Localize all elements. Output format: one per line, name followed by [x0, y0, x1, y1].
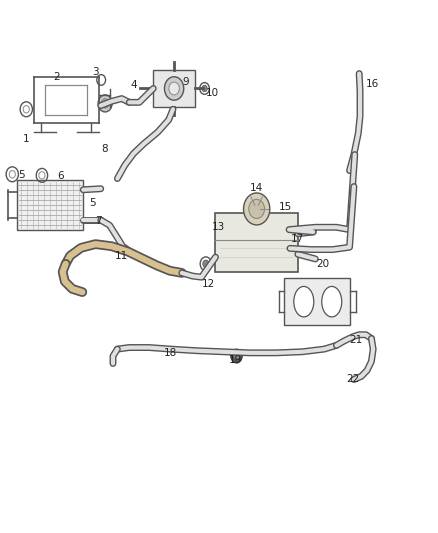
Text: 20: 20	[317, 259, 330, 269]
Text: 10: 10	[206, 88, 219, 98]
Polygon shape	[215, 213, 298, 272]
Text: 7: 7	[95, 216, 102, 226]
Text: 15: 15	[279, 202, 292, 212]
Ellipse shape	[322, 286, 342, 317]
Circle shape	[231, 349, 242, 363]
Text: 11: 11	[115, 251, 128, 261]
Polygon shape	[153, 70, 195, 107]
Ellipse shape	[294, 286, 314, 317]
Circle shape	[203, 260, 209, 268]
Text: 3: 3	[92, 67, 99, 77]
Circle shape	[164, 77, 184, 100]
Text: 9: 9	[183, 77, 190, 86]
Text: 14: 14	[250, 183, 263, 192]
Circle shape	[101, 99, 109, 108]
Polygon shape	[17, 180, 83, 230]
Text: 5: 5	[89, 198, 96, 207]
Text: 21: 21	[349, 335, 362, 344]
Text: 19: 19	[229, 355, 242, 365]
Text: 1: 1	[23, 134, 30, 143]
Text: 17: 17	[291, 235, 304, 244]
Text: 5: 5	[18, 170, 25, 180]
Circle shape	[244, 193, 270, 225]
Circle shape	[98, 95, 112, 112]
Circle shape	[169, 82, 180, 95]
Text: 6: 6	[57, 171, 64, 181]
Circle shape	[233, 352, 240, 360]
Circle shape	[202, 85, 207, 92]
Polygon shape	[284, 278, 350, 325]
Text: 22: 22	[346, 375, 360, 384]
Text: 8: 8	[101, 144, 108, 154]
Text: 12: 12	[202, 279, 215, 288]
Text: 2: 2	[53, 72, 60, 82]
Text: 4: 4	[130, 80, 137, 90]
Text: 18: 18	[163, 348, 177, 358]
Circle shape	[249, 199, 265, 219]
Text: 16: 16	[366, 79, 379, 88]
Text: 13: 13	[212, 222, 225, 232]
